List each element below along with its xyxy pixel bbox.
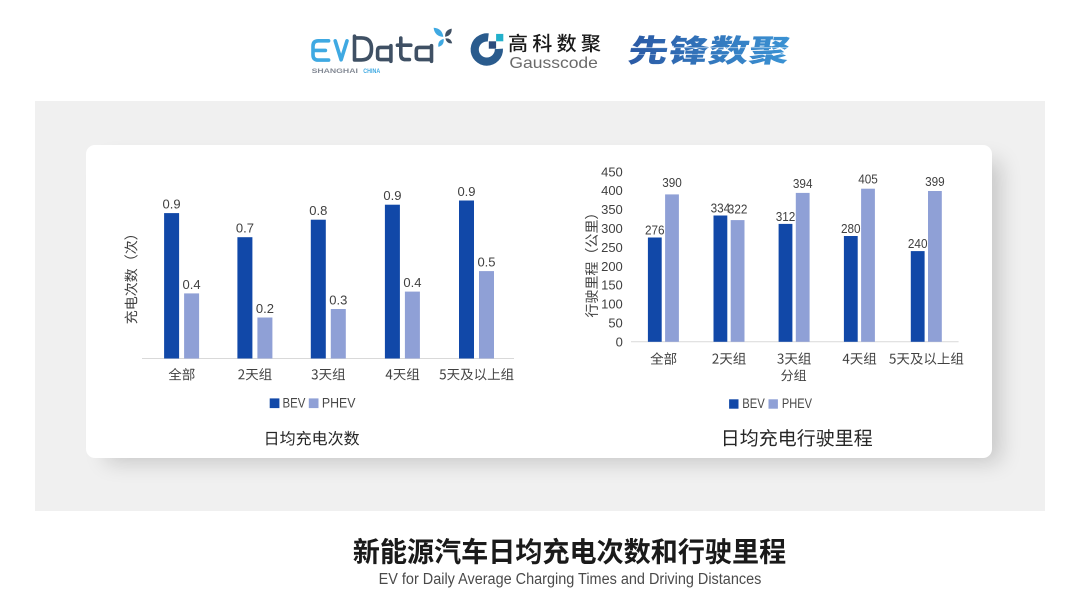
svg-text:0: 0: [616, 334, 623, 349]
svg-text:240: 240: [908, 236, 928, 251]
svg-text:0.9: 0.9: [457, 184, 475, 199]
svg-text:EV for Daily Average Charging: EV for Daily Average Charging Times and …: [379, 571, 762, 588]
svg-text:322: 322: [728, 202, 748, 217]
svg-text:CHINA: CHINA: [363, 69, 380, 75]
svg-text:250: 250: [601, 240, 623, 255]
svg-text:399: 399: [925, 174, 945, 189]
svg-text:350: 350: [601, 202, 623, 217]
svg-text:BEV: BEV: [283, 396, 306, 411]
svg-text:405: 405: [858, 172, 878, 187]
svg-text:200: 200: [601, 259, 623, 274]
svg-text:BEV: BEV: [742, 396, 765, 411]
svg-text:Gausscode: Gausscode: [509, 55, 598, 72]
svg-text:0.9: 0.9: [383, 188, 401, 203]
svg-text:390: 390: [662, 175, 682, 190]
svg-text:0.7: 0.7: [236, 221, 254, 236]
svg-text:0.4: 0.4: [183, 277, 201, 292]
svg-text:50: 50: [608, 316, 622, 331]
svg-text:0.2: 0.2: [256, 301, 274, 316]
svg-text:300: 300: [601, 221, 623, 236]
svg-text:150: 150: [601, 278, 623, 293]
svg-text:312: 312: [776, 209, 796, 224]
svg-text:400: 400: [601, 183, 623, 198]
svg-text:PHEV: PHEV: [782, 396, 812, 411]
svg-text:280: 280: [841, 221, 861, 236]
svg-text:0.4: 0.4: [403, 275, 421, 290]
svg-text:276: 276: [645, 222, 665, 237]
svg-text:SHANGHAI: SHANGHAI: [312, 69, 359, 75]
svg-text:450: 450: [601, 164, 623, 179]
svg-text:0.9: 0.9: [163, 197, 181, 212]
svg-text:0.3: 0.3: [329, 293, 347, 308]
svg-text:0.8: 0.8: [309, 203, 327, 218]
svg-text:394: 394: [793, 176, 813, 191]
svg-text:0.5: 0.5: [477, 255, 495, 270]
svg-text:334: 334: [711, 201, 731, 216]
svg-text:PHEV: PHEV: [322, 396, 356, 411]
svg-text:100: 100: [601, 297, 623, 312]
